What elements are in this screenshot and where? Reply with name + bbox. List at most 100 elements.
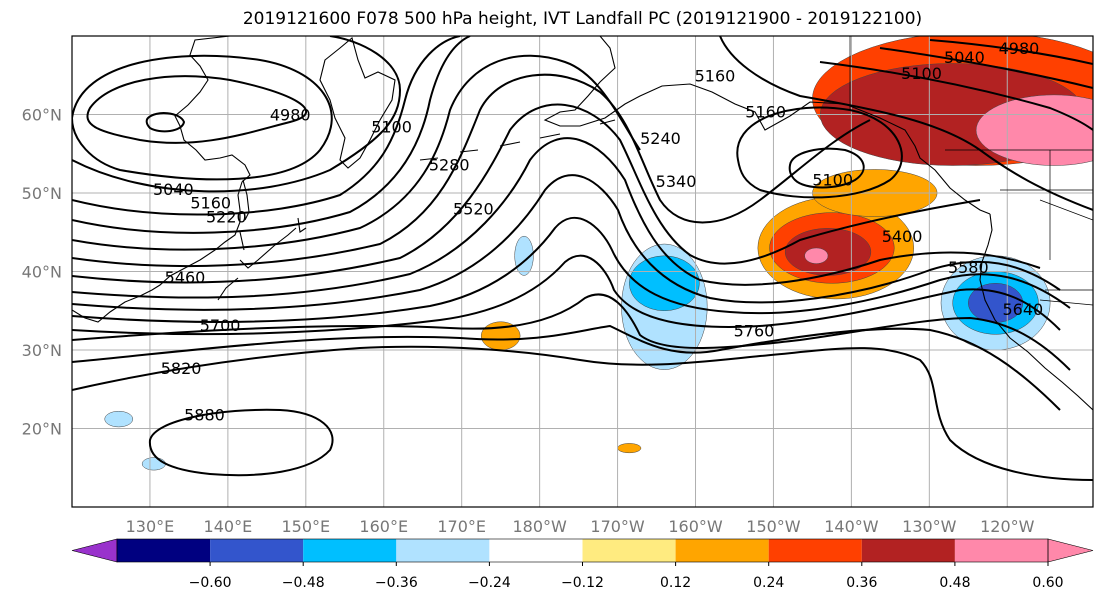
graticule [72,36,1093,507]
height-contours [72,36,1093,481]
contour-label: 5400 [882,227,923,246]
lon-tick-label: 170°W [590,517,645,536]
aleutian-islands [419,119,616,161]
contour-4980-closed [145,112,186,133]
colorbar-swatch [768,539,862,562]
contour-label: 5520 [453,200,494,219]
contour-label: 5100 [812,171,853,190]
colorbar-tick-label: 0.48 [939,575,970,591]
contour-4980-east [929,39,1093,65]
contour-5160 [72,36,461,216]
kamchatka [319,37,396,169]
contour-label: 5760 [734,321,775,340]
contour-5340 [72,73,871,268]
contour-5400 [72,103,981,284]
contour-label: 4980 [270,106,311,125]
lon-tick-label: 180°W [512,517,567,536]
lon-tick-label: 130°W [902,517,957,536]
colorbar-swatch [303,539,397,562]
contour-label: 5160 [745,102,786,121]
contour-label: 5280 [429,156,470,175]
coastlines [72,36,1093,411]
colorbar-max-extension [1047,538,1094,563]
contour-low-inner [788,147,865,189]
contour-label: 4980 [999,39,1040,58]
ivt-region [629,255,700,311]
ivt-region [784,228,872,276]
contour-low-closed [736,106,903,199]
contour-label: 5160 [695,66,736,85]
contour-5160-east [719,36,1093,211]
colorbar-tick-label: 0.12 [660,575,691,591]
contour-5100 [72,36,402,193]
contour-5100-east [819,61,1093,131]
contour-label: 5460 [165,268,206,287]
ivt-region [104,410,134,428]
contour-label: 5040 [944,48,985,67]
contour-label: 5160 [190,193,231,212]
colorbar-swatch [954,539,1048,562]
lon-tick-label: 150°E [281,517,330,536]
contour-5040 [72,54,333,181]
colorbar-tick-label: 0.60 [1032,575,1063,591]
colorbar: −0.60 −0.48 −0.36 −0.24 −0.12 0.12 0.24 0.36 0.4… [71,538,1094,591]
north-america-west-coast [979,213,1093,411]
contour-5760 [72,324,1061,411]
colorbar-tick-label: 0.24 [753,575,784,591]
contour-label: 5820 [161,359,202,378]
asia-coast [72,36,251,323]
colorbar-tick-label: 0.36 [846,575,877,591]
lon-tick-label: 140°W [824,517,879,536]
colorbar-tick-label: −0.12 [561,575,604,591]
lon-tick-label: 130°E [126,517,175,536]
contour-label: 5580 [948,258,989,277]
contour-label: 5040 [153,180,194,199]
colorbar-swatch [861,539,955,562]
lat-tick-label: 60°N [22,106,62,125]
colorbar-swatch [675,539,769,562]
contour-5520 [72,174,1061,311]
contour-5460 [72,137,1041,299]
colorbar-tick-label: −0.36 [375,575,418,591]
contour-5580 [72,216,1071,323]
ivt-region [804,247,829,264]
colorbar-swatch [210,539,304,562]
lat-tick-label: 30°N [22,341,62,360]
ivt-region [141,457,166,471]
lon-tick-label: 120°W [980,517,1035,536]
contour-5820 [72,345,1093,481]
lat-tick-label: 50°N [22,184,62,203]
axis-ticks: 130°E 140°E 150°E 160°E 170°E 180°W 170°W 160°W… [22,106,1035,537]
chart-title: 2019121600 F078 500 hPa height, IVT Land… [242,9,923,29]
contour-5640 [72,254,1061,336]
contour-4980-west [86,75,307,144]
japan-islands [217,217,307,301]
contour-5220 [72,36,471,234]
contour-5880-closed [148,408,334,477]
contour-label: 5240 [640,129,681,148]
contour-label: 5340 [656,172,697,191]
colorbar-swatch [396,539,490,562]
lon-tick-label: 160°W [668,517,723,536]
lon-tick-label: 170°E [437,517,486,536]
lon-tick-label: 160°E [359,517,408,536]
contour-label: 5700 [200,316,241,335]
contour-labels: 4980510050405160522052805520546057005820… [153,39,1043,425]
contour-label: 5640 [1002,300,1043,319]
ivt-region [617,443,642,454]
contour-5040-east [879,47,1093,89]
alaska-coast [543,36,991,215]
ivt-region [975,94,1093,166]
contour-5700 [72,293,1071,371]
lat-tick-label: 20°N [22,420,62,439]
lon-tick-label: 140°E [204,517,253,536]
colorbar-tick-label: −0.60 [189,575,232,591]
colorbar-swatch [489,539,583,562]
colorbar-tick-label: −0.48 [282,575,325,591]
colorbar-swatch [582,539,676,562]
contour-label: 5220 [206,208,247,227]
map-frame [71,35,1094,508]
sakhalin [242,179,250,221]
colorbar-tick-label: −0.24 [468,575,511,591]
